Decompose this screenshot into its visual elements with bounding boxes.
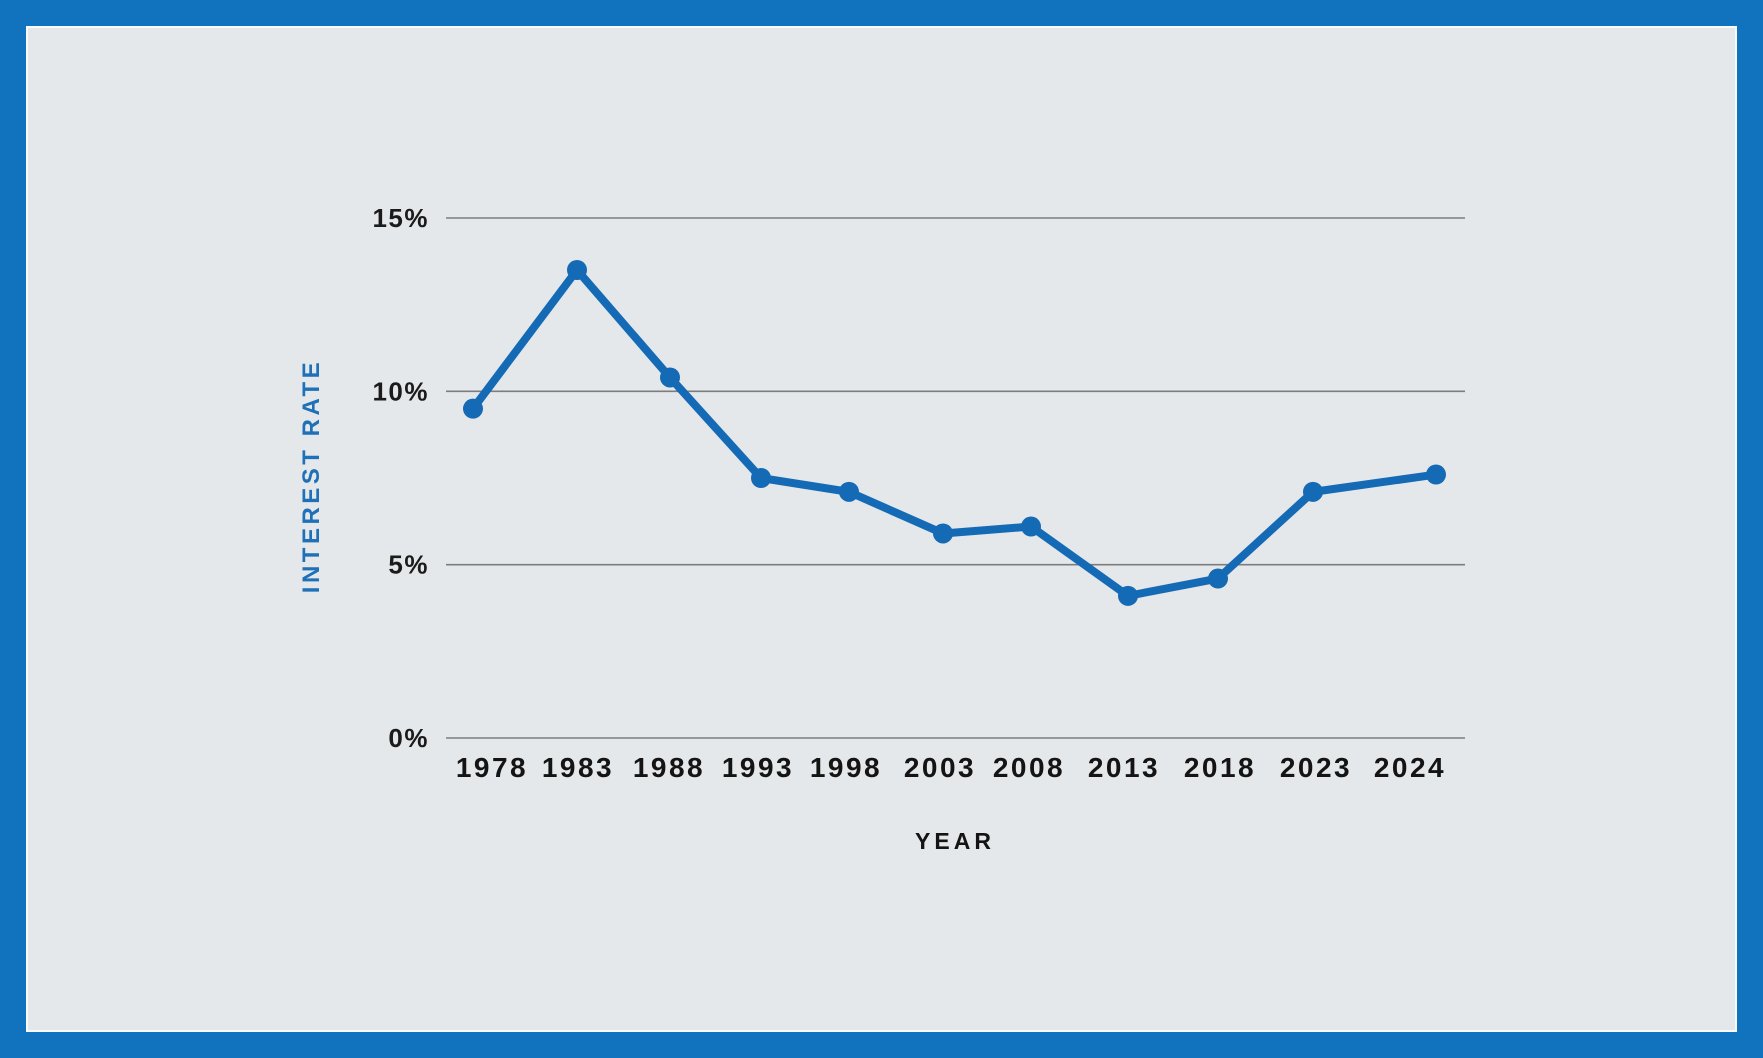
y-tick-labels-group: 0% 5% 10% 15% (372, 203, 429, 753)
line-series-group (463, 259, 1446, 606)
chart-panel (26, 26, 1737, 1032)
data-point-2013 (1118, 585, 1138, 606)
data-point-1998 (839, 481, 859, 502)
x-tick-label: 1993 (722, 752, 794, 783)
data-point-2023 (1303, 481, 1323, 502)
y-tick-label: 5% (388, 550, 429, 580)
data-point-2003 (933, 523, 953, 544)
data-point-2024 (1426, 464, 1446, 485)
x-tick-label: 2013 (1088, 752, 1160, 783)
x-tick-label: 2008 (993, 752, 1065, 783)
data-point-1983 (567, 259, 587, 280)
data-point-2018 (1208, 568, 1228, 589)
data-point-2008 (1021, 516, 1041, 537)
data-point-1988 (660, 367, 680, 388)
x-tick-label: 2023 (1280, 752, 1352, 783)
x-tick-label: 2003 (904, 752, 976, 783)
x-tick-label: 1988 (633, 752, 705, 783)
data-point-1993 (751, 467, 771, 488)
x-axis-title: YEAR (915, 828, 995, 854)
gridlines-group (446, 217, 1465, 739)
y-tick-label: 15% (372, 203, 429, 233)
x-tick-label: 1998 (810, 752, 882, 783)
x-tick-labels-group: 1978 1983 1988 1993 1998 2003 2008 2013 2018 2023… (456, 752, 1446, 783)
y-tick-label: 0% (388, 723, 429, 753)
interest-rate-line (469, 265, 1440, 600)
x-tick-label: 1983 (542, 752, 614, 783)
y-axis-title: INTEREST RATE (298, 358, 325, 594)
data-point-1978 (463, 398, 483, 419)
y-tick-label: 10% (372, 376, 429, 406)
x-tick-label: 2024 (1374, 752, 1446, 783)
x-tick-label: 2018 (1184, 752, 1256, 783)
x-tick-label: 1978 (456, 752, 528, 783)
